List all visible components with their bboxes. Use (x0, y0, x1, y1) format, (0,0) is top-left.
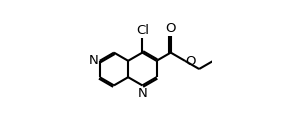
Text: O: O (185, 55, 196, 68)
Text: O: O (166, 22, 176, 35)
Text: N: N (137, 87, 147, 100)
Text: Cl: Cl (136, 24, 149, 37)
Text: N: N (88, 54, 98, 67)
